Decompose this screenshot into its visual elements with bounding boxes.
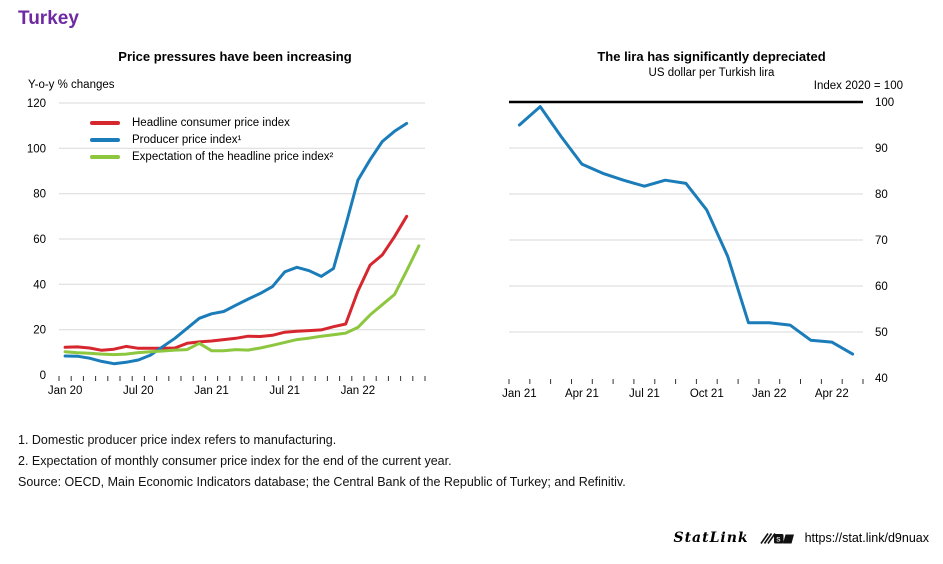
legend-label: Headline consumer price index xyxy=(132,116,290,129)
line-chart-lira: 40 50 60 70 80 90 100 Jan 21 Apr 21 Jul 21 Oct 21 J… xyxy=(502,97,894,400)
line-chart-price-pressures: 0 20 40 60 80 100 120 Jan 20 Jul 20 Jan 21 Jul 21 J… xyxy=(27,98,426,397)
legend-label: Expectation of the headline price index² xyxy=(132,150,334,163)
statlink-icon: s xyxy=(759,531,795,546)
legend-swatch xyxy=(90,154,120,159)
legend-item: Headline consumer price index xyxy=(90,114,333,131)
svg-text:50: 50 xyxy=(875,327,888,339)
legend: Headline consumer price index Producer pr… xyxy=(90,114,333,165)
y-axis-unit-label: Y-o-y % changes xyxy=(28,79,115,91)
svg-text:Oct 21: Oct 21 xyxy=(690,388,724,400)
svg-text:40: 40 xyxy=(875,373,888,385)
svg-text:Jan 21: Jan 21 xyxy=(502,388,537,400)
page-title: Turkey xyxy=(18,8,79,29)
chart-title-right: The lira has significantly depreciated xyxy=(597,49,826,64)
legend-item: Producer price index¹ xyxy=(90,131,333,148)
svg-text:90: 90 xyxy=(875,143,888,155)
statlink-url[interactable]: https://stat.link/d9nuax xyxy=(804,531,929,545)
svg-text:60: 60 xyxy=(875,281,888,293)
svg-text:80: 80 xyxy=(33,189,46,201)
chart-title-left: Price pressures have been increasing xyxy=(118,49,352,64)
svg-text:Jul 21: Jul 21 xyxy=(629,388,660,400)
svg-text:0: 0 xyxy=(40,370,46,382)
svg-text:Jan 20: Jan 20 xyxy=(48,385,83,397)
svg-text:Apr 22: Apr 22 xyxy=(815,388,849,400)
svg-text:Jan 22: Jan 22 xyxy=(752,388,787,400)
footnote-1: 1. Domestic producer price index refers … xyxy=(18,433,337,447)
svg-text:Apr 21: Apr 21 xyxy=(565,388,599,400)
svg-text:s: s xyxy=(776,533,780,543)
svg-text:40: 40 xyxy=(33,279,46,291)
statlink-label: StatLink xyxy=(673,530,749,546)
legend-label: Producer price index¹ xyxy=(132,133,242,146)
footnote-2: 2. Expectation of monthly consumer price… xyxy=(18,454,452,468)
legend-item: Expectation of the headline price index² xyxy=(90,148,333,165)
footnotes: 1. Domestic producer price index refers … xyxy=(18,430,626,493)
svg-text:Jan 21: Jan 21 xyxy=(194,385,229,397)
svg-text:100: 100 xyxy=(875,97,894,109)
legend-swatch xyxy=(90,120,120,125)
statlink-row: StatLink s https://stat.link/d9nuax xyxy=(673,530,929,546)
svg-text:Jul 20: Jul 20 xyxy=(123,385,154,397)
y-axis-index-note: Index 2020 = 100 xyxy=(813,80,903,92)
svg-text:70: 70 xyxy=(875,235,888,247)
legend-swatch xyxy=(90,137,120,142)
svg-text:120: 120 xyxy=(27,98,46,110)
svg-text:60: 60 xyxy=(33,234,46,246)
svg-text:20: 20 xyxy=(33,325,46,337)
chart-subtitle-right: US dollar per Turkish lira xyxy=(648,67,775,79)
svg-text:100: 100 xyxy=(27,143,46,155)
svg-text:Jan 22: Jan 22 xyxy=(341,385,376,397)
source-note: Source: OECD, Main Economic Indicators d… xyxy=(18,475,626,489)
svg-text:80: 80 xyxy=(875,189,888,201)
svg-text:Jul 21: Jul 21 xyxy=(269,385,300,397)
